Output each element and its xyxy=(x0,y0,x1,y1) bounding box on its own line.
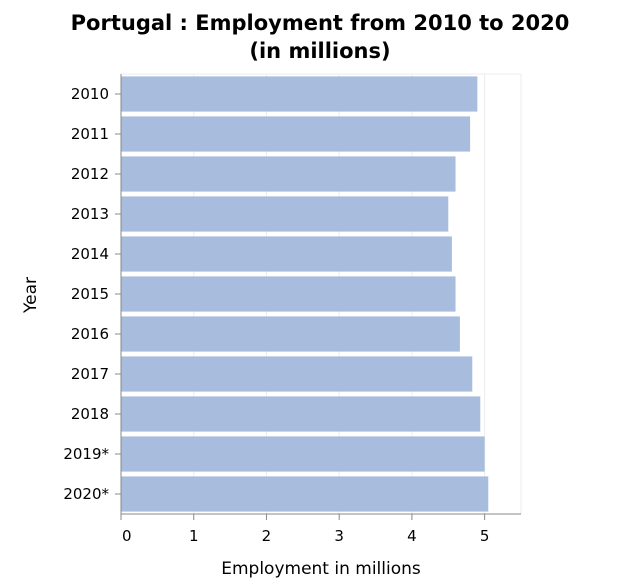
x-tick-label-1: 1 xyxy=(189,527,199,545)
x-tick-label-5: 5 xyxy=(480,527,490,545)
chart-title-line-2: (in millions) xyxy=(249,39,390,63)
bar-2019-est xyxy=(121,436,485,472)
bar-2017 xyxy=(121,356,473,392)
y-axis-title: Year xyxy=(21,277,41,314)
bar-2010 xyxy=(121,76,478,112)
axes: 2010201120122013201420152016201720182019… xyxy=(63,74,521,545)
y-tick-label-2019-est: 2019* xyxy=(63,445,109,463)
bar-2011 xyxy=(121,116,471,152)
y-tick-label-2011: 2011 xyxy=(71,125,109,143)
bar-2015 xyxy=(121,276,456,312)
y-tick-label-2015: 2015 xyxy=(71,285,109,303)
y-tick-label-2012: 2012 xyxy=(71,165,109,183)
x-tick-label-0: 0 xyxy=(122,527,132,545)
y-tick-label-2014: 2014 xyxy=(71,245,109,263)
y-tick-label-2018: 2018 xyxy=(71,405,109,423)
bar-2012 xyxy=(121,156,456,192)
bar-2013 xyxy=(121,196,449,232)
bar-2016 xyxy=(121,316,460,352)
y-tick-label-2020-est: 2020* xyxy=(63,485,109,503)
chart-title-line-1: Portugal : Employment from 2010 to 2020 xyxy=(71,11,570,35)
x-tick-label-2: 2 xyxy=(262,527,272,545)
x-tick-label-3: 3 xyxy=(334,527,344,545)
bar-2014 xyxy=(121,236,452,272)
bar-2020-est xyxy=(121,476,489,512)
y-tick-label-2017: 2017 xyxy=(71,365,109,383)
x-axis-title: Employment in millions xyxy=(221,559,421,579)
bars xyxy=(121,76,489,512)
y-tick-label-2016: 2016 xyxy=(71,325,109,343)
x-tick-label-4: 4 xyxy=(407,527,417,545)
y-tick-label-2010: 2010 xyxy=(71,85,109,103)
y-tick-label-2013: 2013 xyxy=(71,205,109,223)
bar-2018 xyxy=(121,396,481,432)
